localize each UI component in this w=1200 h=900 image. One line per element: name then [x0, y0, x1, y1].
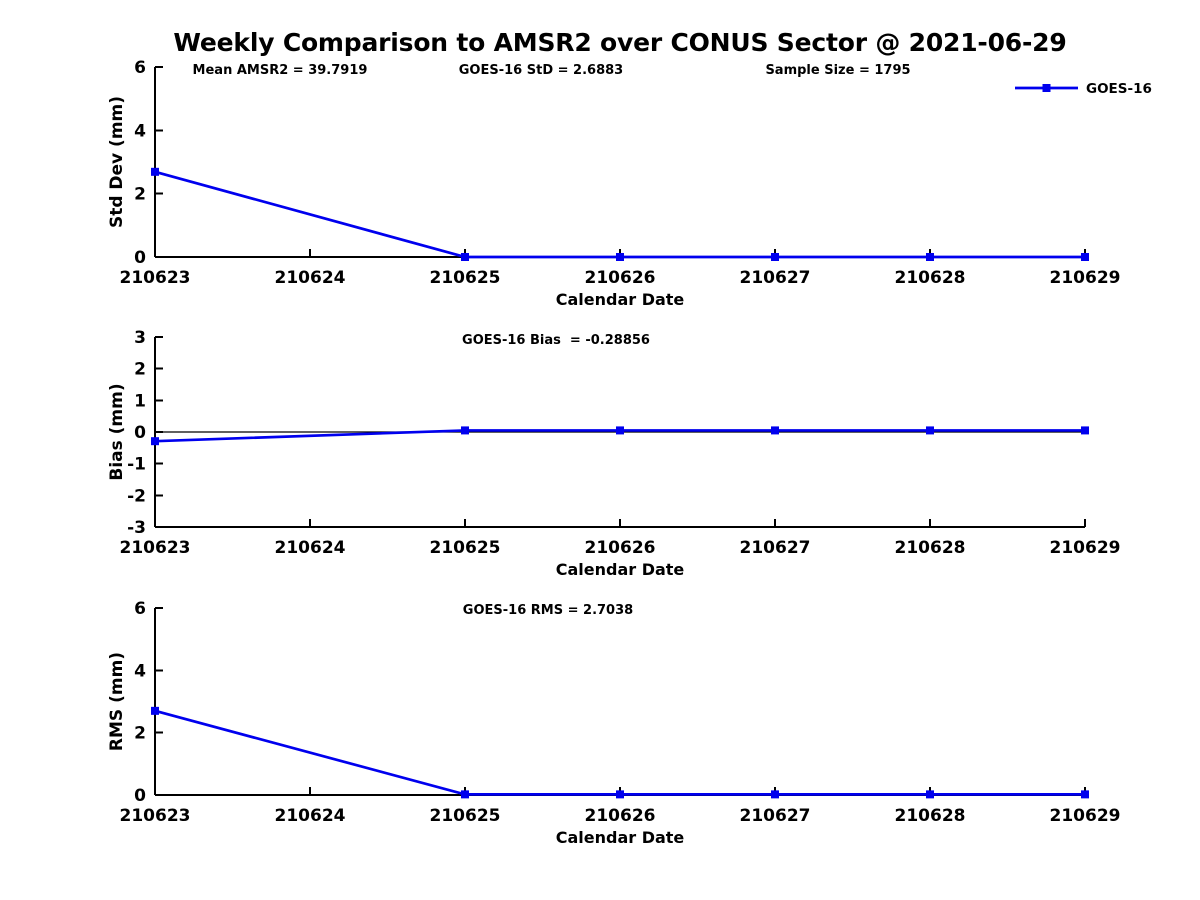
stat-annotation: GOES-16 Bias = -0.28856 [462, 333, 650, 348]
x-tick-label: 210628 [895, 806, 966, 826]
x-tick-label: 210626 [585, 538, 656, 558]
x-tick-label: 210627 [740, 268, 811, 288]
y-tick-label: -1 [127, 455, 146, 475]
x-tick-label: 210624 [275, 806, 346, 826]
legend-marker [1042, 84, 1051, 92]
data-point-marker [926, 253, 934, 261]
data-point-marker [616, 790, 624, 799]
x-tick-label: 210627 [740, 538, 811, 558]
stat-annotation: Sample Size = 1795 [765, 63, 910, 78]
y-tick-label: 2 [134, 724, 146, 744]
x-tick-label: 210625 [430, 538, 501, 558]
data-point-marker [616, 426, 624, 435]
data-point-marker [771, 426, 779, 435]
data-point-marker [1081, 253, 1089, 261]
y-tick-label: 0 [134, 786, 146, 806]
y-tick-label: 4 [134, 121, 146, 141]
data-point-marker [616, 253, 624, 261]
x-tick-label: 210629 [1050, 806, 1121, 826]
data-point-marker [151, 437, 159, 446]
data-point-marker [1081, 790, 1089, 799]
y-axis-label: Bias (mm) [107, 383, 127, 480]
x-tick-label: 210625 [430, 806, 501, 826]
stat-annotation: GOES-16 StD = 2.6883 [459, 63, 623, 78]
y-tick-label: -3 [127, 518, 146, 538]
x-tick-label: 210624 [275, 538, 346, 558]
x-tick-label: 210625 [430, 268, 501, 288]
x-tick-label: 210623 [120, 806, 191, 826]
x-axis-label: Calendar Date [556, 828, 685, 847]
x-tick-label: 210623 [120, 538, 191, 558]
data-point-marker [771, 253, 779, 261]
x-tick-label: 210628 [895, 268, 966, 288]
series-line [154, 709, 1085, 796]
data-point-marker [151, 167, 159, 176]
y-axis-label: RMS (mm) [107, 652, 127, 751]
chart-title: Weekly Comparison to AMSR2 over CONUS Se… [173, 28, 1067, 57]
x-axis-label: Calendar Date [556, 290, 685, 309]
legend-label: GOES-16 [1086, 81, 1152, 97]
x-tick-label: 210629 [1050, 538, 1121, 558]
data-point-marker [461, 790, 469, 799]
y-tick-label: 3 [134, 328, 146, 348]
data-point-marker [771, 790, 779, 799]
data-point-marker [926, 790, 934, 799]
subplot-bias: -3 -2 -1 0 1 2 3 210623 210624 210625 210626 210627… [107, 328, 1120, 579]
y-tick-label: 6 [134, 599, 146, 619]
data-point-marker [461, 253, 469, 261]
y-tick-label: 0 [134, 248, 146, 268]
x-axis-label: Calendar Date [556, 560, 685, 579]
x-tick-label: 210623 [120, 268, 191, 288]
data-point-marker [1081, 426, 1089, 435]
y-tick-label: -2 [127, 486, 146, 506]
y-tick-label: 2 [134, 185, 146, 205]
stat-annotation: GOES-16 RMS = 2.7038 [463, 603, 633, 618]
x-tick-label: 210628 [895, 538, 966, 558]
series-line [154, 429, 1085, 443]
data-point-marker [461, 426, 469, 435]
y-tick-label: 4 [134, 661, 146, 681]
y-axis-label: Std Dev (mm) [107, 96, 127, 228]
x-tick-label: 210629 [1050, 268, 1121, 288]
y-tick-label: 2 [134, 360, 146, 380]
x-tick-label: 210624 [275, 268, 346, 288]
series-line [154, 170, 1085, 259]
legend: GOES-16 [1015, 81, 1152, 97]
x-tick-label: 210627 [740, 806, 811, 826]
stat-annotation: Mean AMSR2 = 39.7919 [193, 63, 368, 78]
y-tick-label: 0 [134, 423, 146, 443]
y-tick-label: 6 [134, 58, 146, 78]
y-tick-label: 1 [134, 391, 146, 411]
data-point-marker [926, 426, 934, 435]
data-point-marker [151, 706, 159, 715]
subplot-rms: 0 2 4 6 210623 210624 210625 210626 210627 210628… [107, 599, 1120, 847]
x-tick-label: 210626 [585, 806, 656, 826]
x-tick-label: 210626 [585, 268, 656, 288]
subplot-std-dev: 0 2 4 6 210623 210624 210625 210626 210627 210628… [107, 58, 1152, 309]
